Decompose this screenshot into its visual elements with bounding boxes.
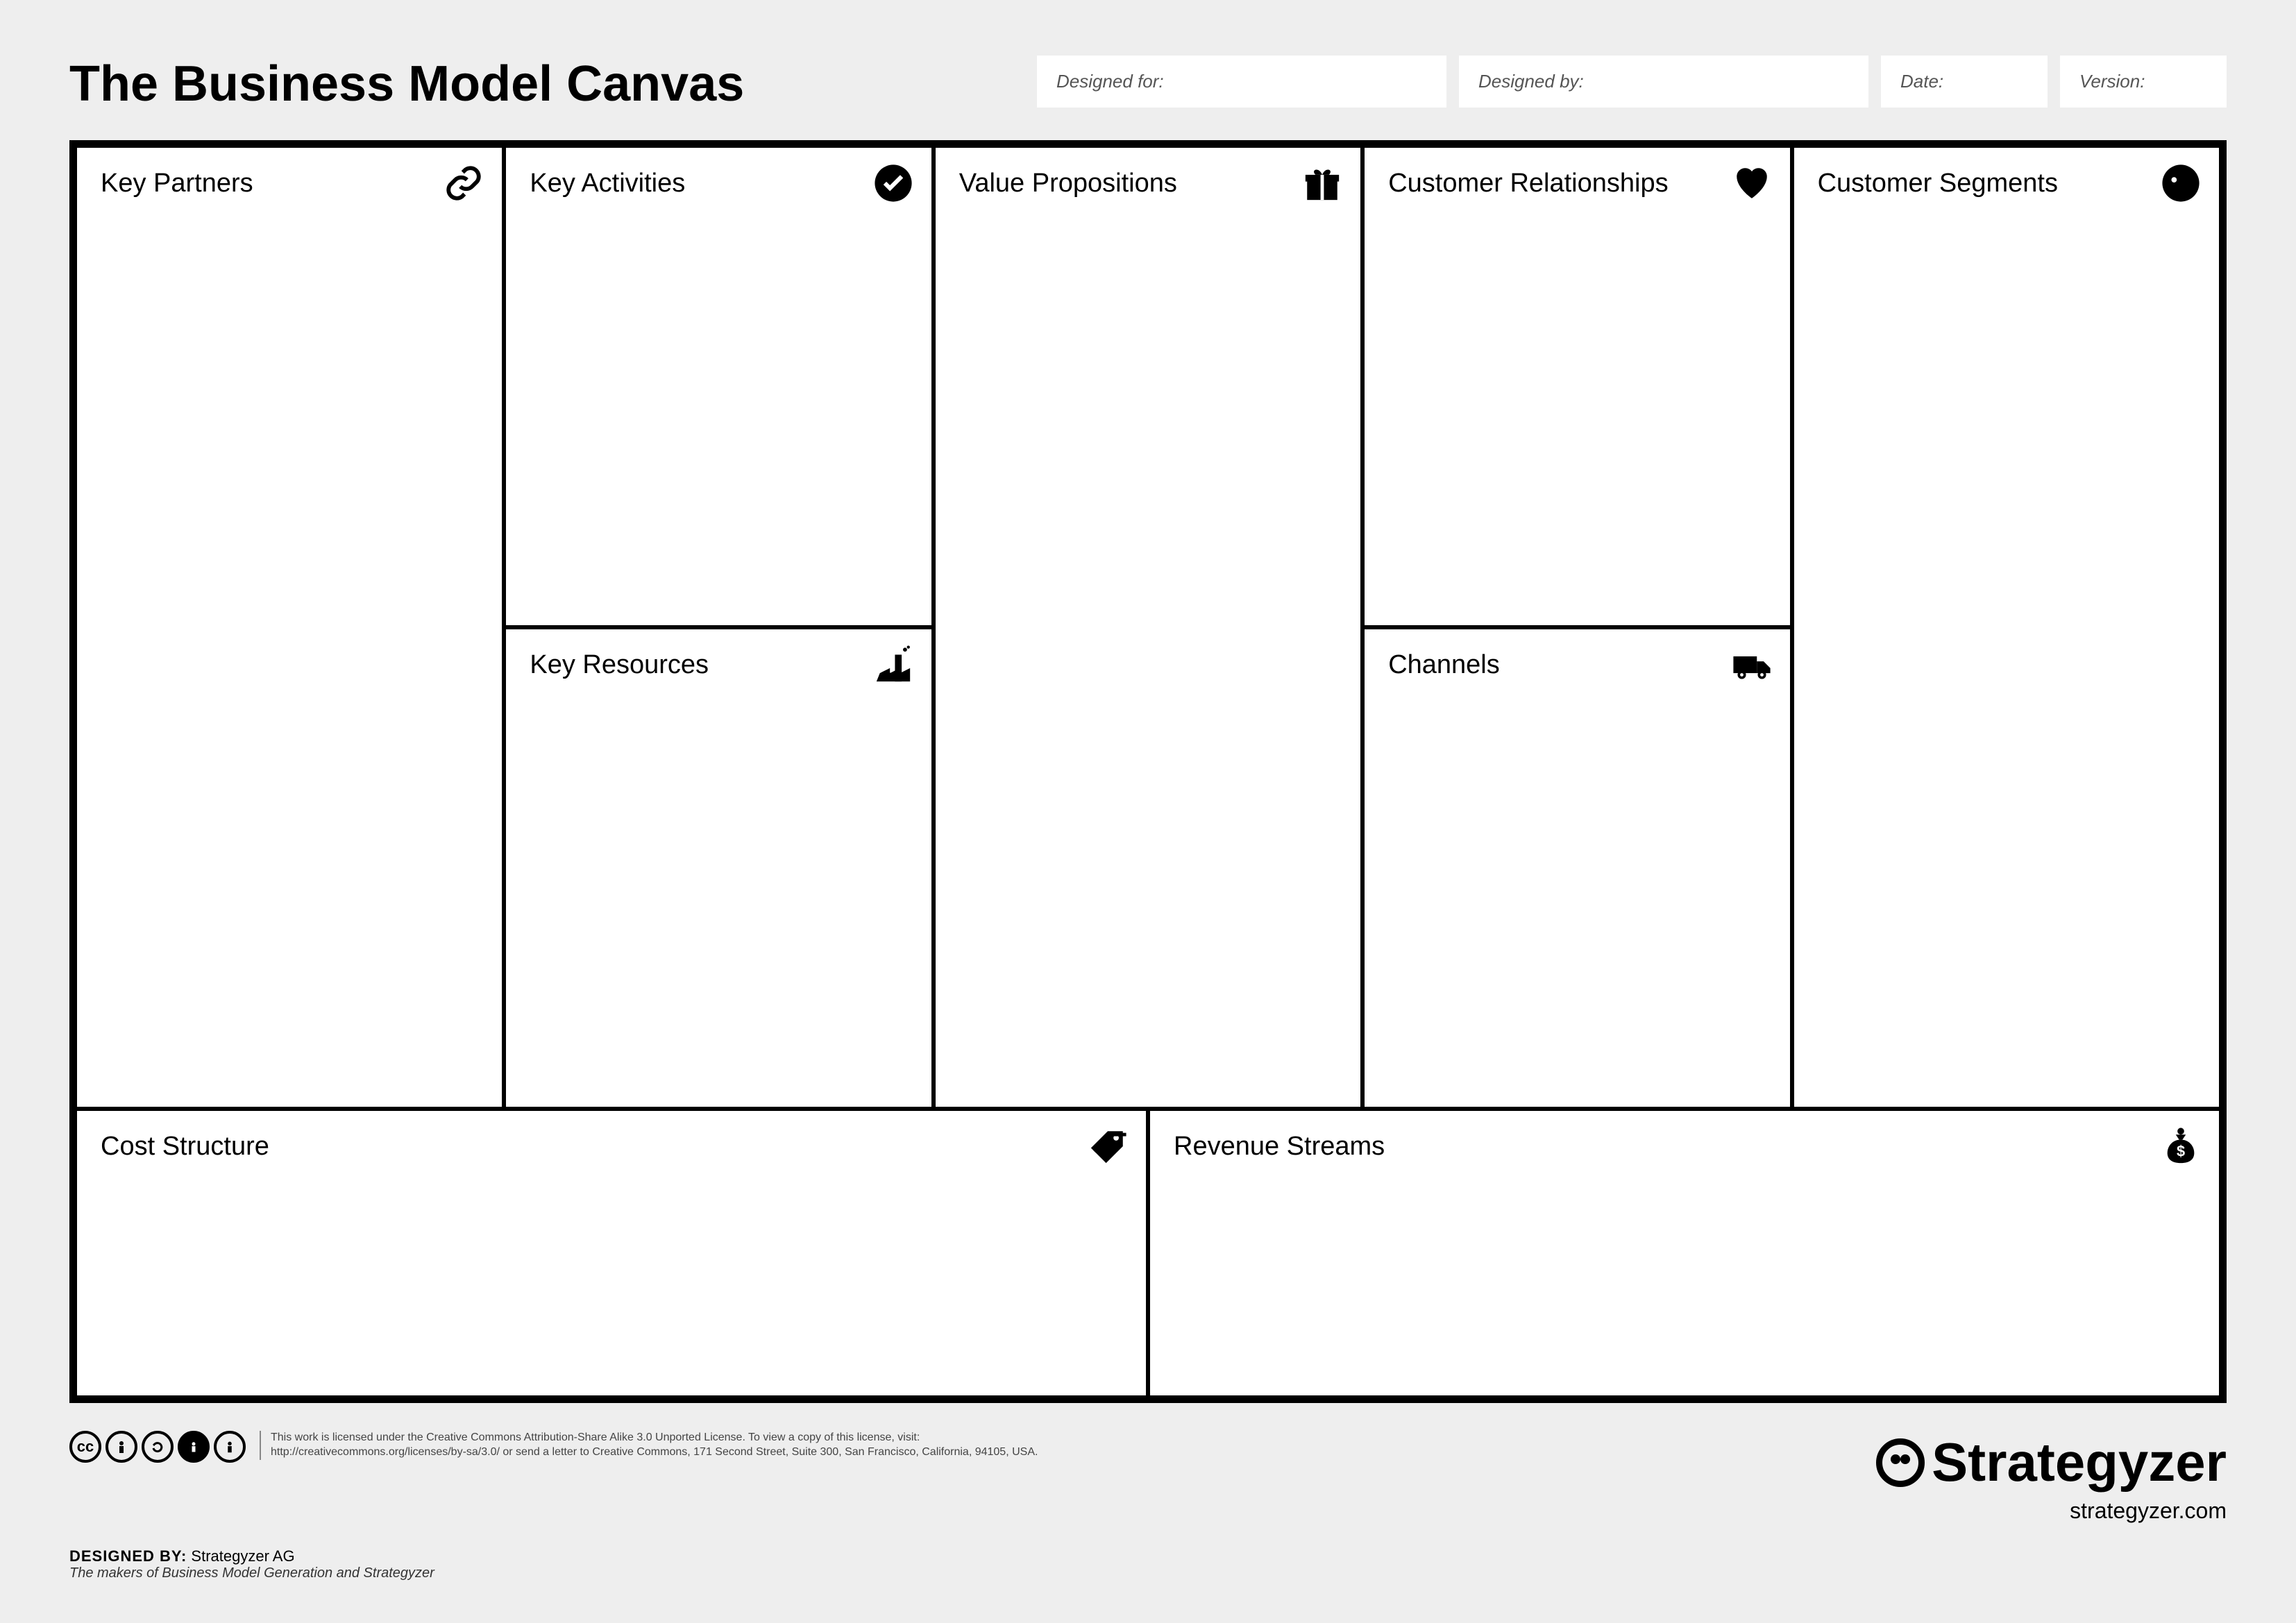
canvas-grid: Key Partners Key Activities Key Resource… [69,140,2227,1403]
header: The Business Model Canvas Designed for: … [69,56,2227,112]
block-title: Value Propositions [959,169,1337,198]
designed-by-value: Strategyzer AG [191,1547,294,1565]
license-line: http://creativecommons.org/licenses/by-s… [271,1445,1038,1460]
block-title: Key Resources [530,650,907,680]
page-title: The Business Model Canvas [69,56,1037,112]
designed-for-field[interactable]: Designed for: [1037,56,1446,108]
svg-text:$: $ [2177,1142,2185,1159]
factory-icon [873,645,913,685]
date-field[interactable]: Date: [1881,56,2048,108]
block-key-partners[interactable]: Key Partners [75,146,504,1109]
brand-logo: Strategyzer [1876,1431,2227,1494]
block-title: Key Partners [101,169,478,198]
truck-icon [1732,645,1772,685]
moneybag-icon: $ [2161,1126,2201,1166]
head-icon [2161,163,2201,203]
cc-icon: cc [69,1431,101,1463]
brand-url: strategyzer.com [1876,1498,2227,1524]
brand-mark-icon [1876,1438,1925,1487]
block-revenue-streams[interactable]: Revenue Streams $ [1148,1109,2221,1397]
block-customer-relationships[interactable]: Customer Relationships [1362,146,1791,627]
link-icon [444,163,484,203]
block-customer-segments[interactable]: Customer Segments [1792,146,2221,1109]
block-title: Customer Relationships [1388,169,1766,198]
brand: Strategyzer strategyzer.com [1876,1431,2227,1524]
license-text: This work is licensed under the Creative… [260,1431,1038,1460]
version-field[interactable]: Version: [2060,56,2227,108]
cc-nd-icon [178,1431,210,1463]
block-cost-structure[interactable]: Cost Structure [75,1109,1148,1397]
block-key-activities[interactable]: Key Activities [504,146,933,627]
block-title: Channels [1388,650,1766,680]
meta-fields: Designed for: Designed by: Date: Version… [1037,56,2227,108]
block-title: Cost Structure [101,1132,1122,1162]
cc-nc-icon [214,1431,246,1463]
block-value-propositions[interactable]: Value Propositions [934,146,1362,1109]
cc-by-icon [105,1431,137,1463]
block-title: Key Activities [530,169,907,198]
credit: DESIGNED BY: Strategyzer AG The makers o… [69,1547,434,1581]
checkmark-icon [873,163,913,203]
cc-sa-icon [142,1431,174,1463]
designed-by-label: DESIGNED BY: [69,1547,187,1565]
block-key-resources[interactable]: Key Resources [504,627,933,1109]
tagline: The makers of Business Model Generation … [69,1565,434,1581]
gift-icon [1302,163,1342,203]
cc-license-icons: cc [69,1431,246,1463]
tag-icon [1088,1126,1128,1166]
block-channels[interactable]: Channels [1362,627,1791,1109]
license-line: This work is licensed under the Creative… [271,1431,1038,1445]
heart-icon [1732,163,1772,203]
designed-by-field[interactable]: Designed by: [1459,56,1868,108]
brand-name: Strategyzer [1932,1431,2227,1494]
footer: cc This work is licensed under the Creat… [69,1431,2227,1524]
block-title: Customer Segments [1818,169,2195,198]
block-title: Revenue Streams [1174,1132,2195,1162]
